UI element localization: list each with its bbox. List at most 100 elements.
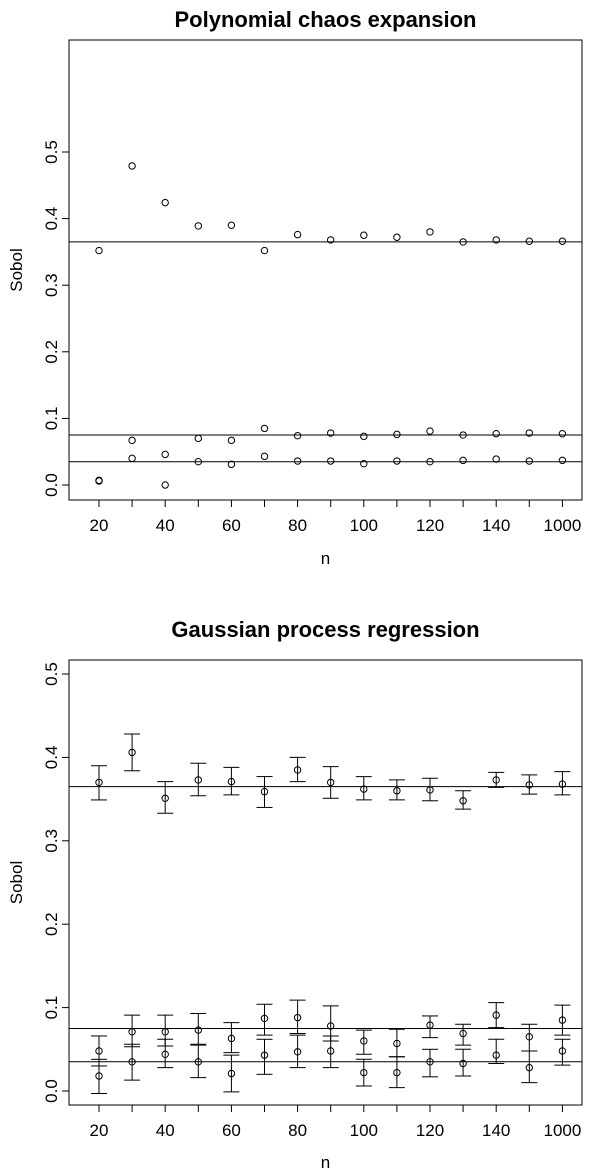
data-point (327, 429, 335, 437)
series-3 (91, 1034, 571, 1095)
data-point (194, 434, 203, 443)
data-point (161, 481, 169, 489)
data-point (260, 246, 269, 255)
data-point (525, 457, 533, 465)
data-point (426, 457, 434, 466)
data-point (492, 776, 500, 784)
data-point (393, 233, 401, 241)
data-point (194, 776, 203, 784)
data-point (525, 237, 533, 245)
data-point (327, 457, 335, 465)
y-tick-label: 0.5 (42, 140, 61, 164)
data-point (558, 1016, 567, 1024)
data-point (525, 781, 533, 789)
data-point (293, 457, 302, 465)
x-tick-label: 20 (90, 516, 109, 535)
data-point (492, 1051, 500, 1059)
x-tick-label: 140 (482, 1121, 510, 1140)
data-point (360, 432, 368, 441)
x-axis-label: n (321, 1153, 330, 1172)
data-point (393, 1039, 401, 1048)
data-point (525, 1033, 533, 1041)
data-point (128, 1058, 136, 1066)
x-tick-label: 120 (416, 1121, 444, 1140)
data-point (558, 456, 567, 465)
y-tick-label: 0.0 (42, 473, 61, 497)
data-point (426, 427, 434, 435)
y-tick-label: 0.2 (42, 340, 61, 364)
data-point (360, 231, 368, 239)
data-point (426, 786, 434, 794)
data-point (492, 1011, 500, 1019)
data-point (492, 236, 500, 244)
data-point (426, 228, 434, 236)
data-point (360, 459, 368, 468)
data-point (128, 436, 136, 445)
series-1 (95, 162, 567, 255)
y-tick-label: 0.0 (42, 1079, 61, 1103)
series-3 (95, 452, 567, 489)
y-axis-label: Sobol (7, 861, 26, 904)
series-2 (91, 999, 571, 1067)
y-axis: 0.0 0.1 0.2 0.3 0.4 0.5 (42, 662, 69, 1103)
x-tick-label: 100 (350, 1121, 378, 1140)
data-point (426, 1021, 434, 1029)
x-tick-label: 20 (90, 1121, 109, 1140)
x-tick-label: 80 (288, 516, 307, 535)
data-point (227, 1034, 236, 1043)
data-point (194, 457, 203, 466)
data-point (558, 1047, 567, 1055)
data-point (260, 424, 269, 433)
data-point (95, 778, 103, 787)
data-point (260, 787, 269, 796)
data-point (161, 1028, 169, 1036)
x-tick-label: 100 (350, 516, 378, 535)
data-point (227, 777, 236, 786)
y-axis: 0.0 0.1 0.2 0.3 0.4 0.5 (42, 140, 69, 497)
series-1 (91, 733, 571, 814)
data-point (393, 1068, 401, 1077)
x-tick-label: 40 (156, 516, 175, 535)
data-point (161, 794, 169, 802)
data-point (128, 748, 136, 757)
x-axis: 20 40 60 80 100 120 140 1000 (90, 500, 581, 535)
data-point (95, 1072, 103, 1080)
data-point (327, 236, 335, 244)
data-point (161, 198, 169, 207)
data-point (558, 780, 567, 788)
data-point (95, 246, 103, 255)
y-tick-label: 0.3 (42, 829, 61, 853)
data-point (525, 429, 533, 437)
data-point (360, 785, 368, 793)
data-point (393, 430, 401, 439)
y-tick-label: 0.4 (42, 207, 61, 231)
chart-title: Gaussian process regression (171, 617, 479, 642)
y-tick-label: 0.1 (42, 996, 61, 1020)
data-point (393, 787, 401, 795)
x-tick-label: 1000 (543, 1121, 581, 1140)
data-point (492, 455, 500, 463)
data-point (194, 1026, 203, 1034)
data-point (128, 1028, 136, 1036)
plot-frame (68, 39, 583, 501)
data-point (459, 1029, 467, 1038)
chart-title: Polynomial chaos expansion (175, 7, 477, 32)
data-point (227, 1069, 236, 1078)
data-point (459, 1059, 467, 1068)
data-point (260, 1014, 269, 1023)
data-point (492, 430, 500, 438)
y-tick-label: 0.5 (42, 662, 61, 686)
data-point (293, 1013, 302, 1022)
data-point (260, 452, 269, 461)
data-point (227, 436, 236, 445)
chart-polynomial-chaos: Polynomial chaos expansion0.00.10.20.30.… (7, 7, 583, 568)
data-point (293, 766, 302, 774)
data-point (327, 1022, 335, 1030)
x-tick-label: 1000 (543, 516, 581, 535)
y-tick-label: 0.1 (42, 407, 61, 431)
data-point (293, 230, 302, 239)
data-point (426, 1058, 434, 1066)
data-point (194, 222, 203, 230)
data-point (459, 797, 467, 805)
